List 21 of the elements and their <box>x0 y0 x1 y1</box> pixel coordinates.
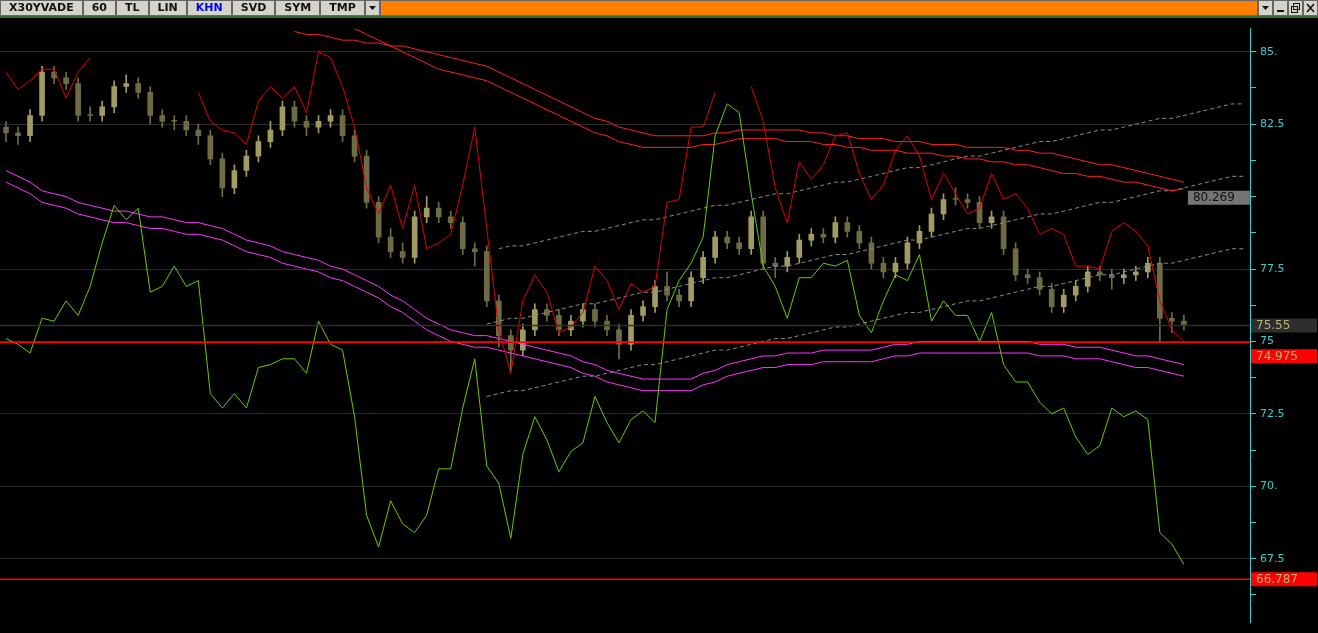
text: TMP <box>320 0 365 16</box>
text: KHN <box>186 0 232 16</box>
y-tick-label: 67.5 <box>1260 551 1285 565</box>
y-tick-label: 75 <box>1260 334 1274 348</box>
y-tick-label: 85. <box>1260 44 1278 58</box>
text: LIN <box>148 0 187 16</box>
y-tick-label: 70. <box>1260 479 1278 493</box>
y-tick-label: 72.5 <box>1260 406 1285 420</box>
text: X30YVADE <box>0 0 83 16</box>
text: 60 <box>82 0 116 16</box>
ref-line-label: 66.787 <box>1256 571 1298 586</box>
text: TL <box>116 0 149 16</box>
text: SYM <box>275 0 321 16</box>
text: SVD <box>231 0 276 16</box>
ref-line-label: 74.975 <box>1256 348 1298 363</box>
y-tick-label: 82.5 <box>1260 117 1285 131</box>
line-series <box>486 248 1245 397</box>
line-series <box>498 103 1245 250</box>
data-label: 80.269 <box>1192 190 1235 205</box>
ref-line-label: 75.55 <box>1256 318 1291 333</box>
y-tick-label: 77.5 <box>1260 261 1285 275</box>
